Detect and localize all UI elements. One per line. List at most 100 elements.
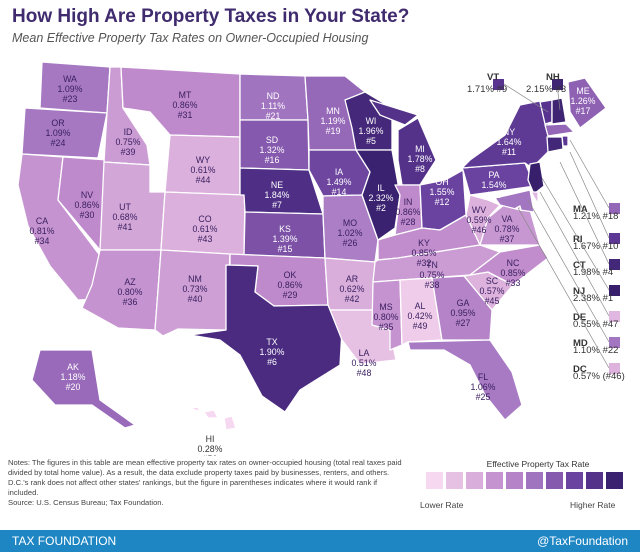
label-ut: UT 0.68% #41 [113, 202, 138, 232]
callout-value-de: 0.55% #47 [573, 319, 618, 330]
callout-value-vt: 1.71% #9 [467, 84, 507, 95]
label-id: ID 0.75% #39 [116, 127, 141, 157]
state-ut[interactable] [99, 161, 166, 251]
label-ak: AK 1.18% #20 [61, 362, 86, 392]
state-fl[interactable] [407, 339, 523, 421]
callout-ri: RI [573, 234, 583, 245]
state-de[interactable] [530, 191, 539, 205]
leader-de [539, 191, 610, 317]
label-me: ME 1.26% #17 [571, 86, 596, 116]
callout-value-ma: 1.21% #18 [573, 211, 618, 222]
label-ms: MS 0.80% #35 [374, 302, 399, 332]
label-nm: NM 0.73% #40 [183, 274, 208, 304]
state-nc[interactable] [463, 244, 549, 286]
leader-ri [569, 151, 610, 239]
label-sc: SC 0.57% #45 [480, 276, 505, 306]
label-ia: IA 1.49% #14 [327, 167, 352, 197]
label-la: LA 0.51% #48 [352, 348, 377, 378]
legend-swatch-10 [606, 472, 623, 489]
callout-value-nj: 2.38% #1 [573, 293, 613, 304]
label-ks: KS 1.39% #15 [273, 224, 298, 254]
leader-dc [517, 207, 610, 369]
state-or[interactable] [21, 107, 108, 159]
callout-value-nh: 2.15% #3 [526, 84, 566, 95]
label-nc: NC 0.85% #33 [501, 258, 526, 288]
label-nd: ND 1.11% #21 [261, 91, 285, 121]
swatch-ma [609, 203, 620, 214]
leader-ma [569, 139, 610, 209]
legend-swatch-1 [426, 472, 443, 489]
footer-handle[interactable]: @TaxFoundation [537, 534, 628, 548]
label-mt: MT 0.86% #31 [173, 90, 198, 120]
state-il[interactable] [355, 149, 401, 241]
state-me[interactable] [567, 77, 607, 129]
notes: Notes: The figures in this table are mea… [8, 458, 406, 508]
swatch-md [609, 337, 620, 348]
label-mo: MO 1.02% #26 [338, 218, 363, 248]
legend-low-label: Lower Rate [420, 500, 464, 510]
swatch-de [609, 311, 620, 322]
label-tx: TX 1.90% #6 [260, 337, 285, 367]
state-ma[interactable] [544, 123, 575, 137]
swatch-ct [609, 259, 620, 270]
state-nj[interactable] [527, 161, 545, 195]
leader-md [527, 199, 610, 343]
label-nv: NV 0.86% #30 [75, 190, 100, 220]
state-hi[interactable] [189, 406, 237, 431]
footer-bar: TAX FOUNDATION @TaxFoundation [0, 530, 640, 552]
callout-value-dc: 0.57% (#46) [573, 371, 625, 382]
label-ar: AR 0.62% #42 [340, 274, 365, 304]
label-wi: WI 1.96% #5 [359, 116, 384, 146]
label-ga: GA 0.95% #27 [451, 298, 476, 328]
label-mn: MN 1.19% #19 [321, 106, 346, 136]
legend-swatch-9 [586, 472, 603, 489]
label-sd: SD 1.32% #16 [260, 135, 285, 165]
legend-swatch-7 [546, 472, 563, 489]
footer-org: TAX FOUNDATION [12, 534, 117, 548]
label-va: VA 0.78% #37 [495, 214, 520, 244]
label-in: IN 0.86% #28 [396, 197, 421, 227]
callout-nj: NJ [573, 286, 585, 297]
legend-color-scale [426, 472, 623, 489]
label-al: AL 0.42% #49 [408, 301, 433, 331]
callout-dc: DC [573, 364, 587, 375]
callout-de: DE [573, 312, 586, 323]
legend-swatch-8 [566, 472, 583, 489]
label-ca: CA 0.81% #34 [30, 216, 55, 246]
callout-value-ct: 1.98% #4 [573, 267, 613, 278]
label-oh: OH 1.55% #12 [430, 177, 455, 207]
callout-nh: NH [546, 72, 560, 83]
legend-swatch-6 [526, 472, 543, 489]
label-fl: FL 1.06% #25 [471, 372, 496, 402]
legend-swatch-5 [506, 472, 523, 489]
swatch-nh [552, 79, 563, 90]
label-il: IL 2.32% #2 [369, 183, 394, 213]
swatch-dc [609, 363, 620, 374]
callout-value-ri: 1.67% #10 [573, 241, 618, 252]
state-ct[interactable] [546, 136, 564, 153]
state-tx[interactable] [189, 264, 343, 413]
label-wa: WA 1.09% #23 [58, 74, 83, 104]
label-wv: WV 0.59% #46 [467, 205, 492, 235]
label-wy: WY 0.61% #44 [191, 155, 216, 185]
label-az: AZ 0.80% #36 [118, 277, 143, 307]
page-subtitle: Mean Effective Property Tax Rates on Own… [12, 31, 369, 45]
source-text: Source: U.S. Census Bureau; Tax Foundati… [8, 498, 164, 507]
leader-vt [503, 83, 549, 113]
us-map: WA 1.09% #23 OR 1.09% #24 CA 0.81% #34 NV 0.86% #30… [17, 61, 625, 456]
callout-ma: MA [573, 204, 588, 215]
legend-swatch-3 [466, 472, 483, 489]
legend-swatch-2 [446, 472, 463, 489]
state-ak[interactable] [31, 349, 136, 429]
callout-md: MD [573, 338, 588, 349]
label-co: CO 0.61% #43 [193, 214, 218, 244]
state-md[interactable] [494, 189, 535, 213]
label-ny: NY 1.64% #11 [497, 127, 522, 157]
page-title: How High Are Property Taxes in Your Stat… [12, 6, 410, 27]
legend-title: Effective Property Tax Rate [486, 459, 590, 469]
legend-high-label: Higher Rate [570, 500, 616, 510]
label-ne: NE 1.84% #7 [265, 180, 290, 210]
swatch-vt [493, 79, 504, 90]
leader-ct [559, 161, 610, 265]
label-hi: HI0.28%#50 [198, 434, 223, 456]
